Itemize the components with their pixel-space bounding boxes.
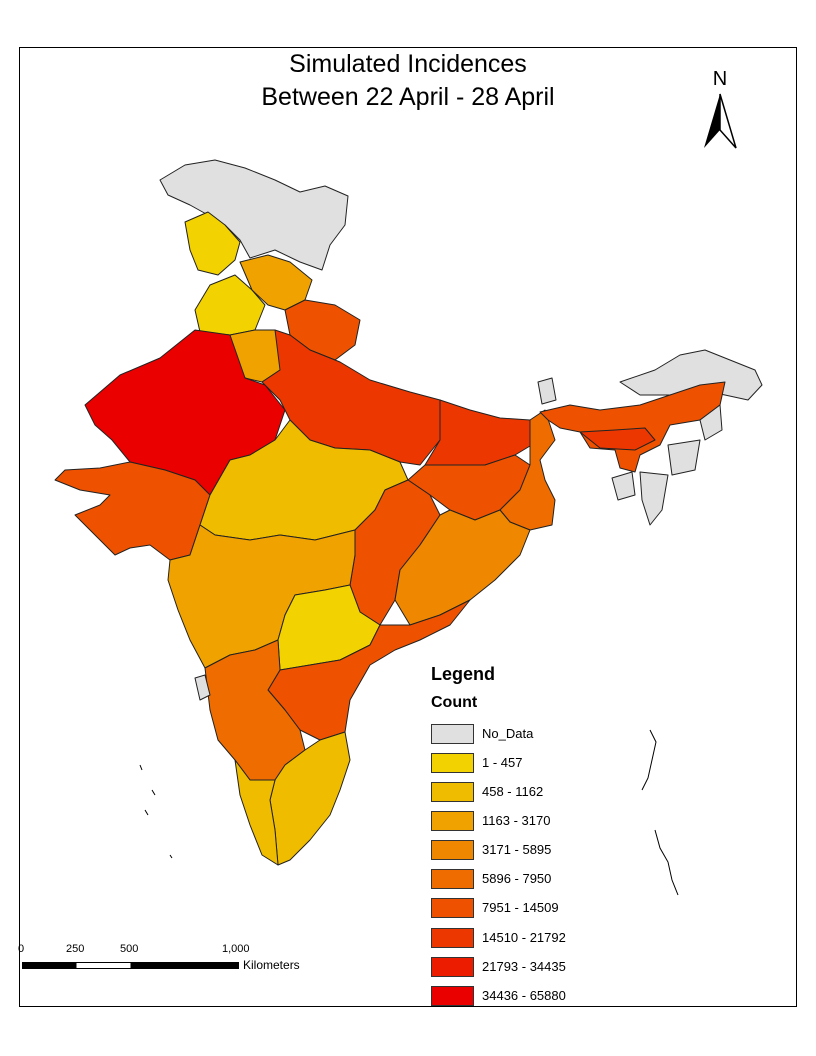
legend-label: No_Data (482, 726, 534, 741)
scale-unit: Kilometers (243, 958, 300, 972)
region-punjab (184, 211, 241, 276)
region-manipur (667, 439, 701, 476)
legend-label: 5896 - 7950 (482, 871, 552, 886)
map-title-line-2: Between 22 April - 28 April (261, 83, 555, 111)
region-kerala (234, 759, 279, 866)
legend-swatch (431, 782, 474, 802)
scale-tick-label: 500 (120, 943, 139, 955)
legend-label: 3171 - 5895 (482, 842, 552, 857)
legend-swatch (431, 957, 474, 977)
legend-label: 458 - 1162 (482, 784, 544, 799)
region-bihar (424, 399, 541, 466)
legend-subtitle: Count (431, 694, 478, 711)
lakshadweep-islands (139, 764, 173, 859)
scale-bar: 0 250 500 1,000 Kilometers (18, 943, 318, 983)
legend-swatch (431, 840, 474, 860)
legend-label: 21793 - 34435 (482, 959, 566, 974)
region-assam (539, 381, 726, 473)
region-west-bengal (499, 409, 556, 531)
legend-label: 7951 - 14509 (482, 900, 559, 915)
scale-tick-label: 250 (66, 943, 85, 955)
region-karnataka (204, 639, 306, 781)
region-tripura (611, 471, 636, 501)
legend-swatch (431, 811, 474, 831)
scale-tick-label: 1,000 (222, 943, 250, 955)
region-sikkim (537, 377, 557, 405)
legend-label: 34436 - 65880 (482, 988, 566, 1003)
region-meghalaya (579, 427, 656, 451)
legend-title: Legend (431, 664, 496, 684)
north-arrow: N (698, 68, 742, 152)
region-jammu-kashmir (159, 159, 349, 271)
nicobar-islands (654, 829, 679, 896)
andaman-islands (641, 729, 657, 791)
legend-swatch (431, 869, 474, 889)
legend-swatch (431, 724, 474, 744)
region-mizoram (639, 471, 669, 526)
legend-label: 14510 - 21792 (482, 930, 566, 945)
legend-swatch (431, 928, 474, 948)
region-goa (194, 674, 211, 701)
map-title-line-1: Simulated Incidences (289, 50, 527, 78)
legend-label: 1163 - 3170 (482, 813, 551, 828)
legend-swatch (431, 753, 474, 773)
region-uttar-pradesh (261, 329, 466, 466)
legend-label: 1 - 457 (482, 755, 523, 770)
scale-tick-label: 0 (18, 943, 25, 955)
north-arrow-icon (704, 93, 737, 149)
legend-swatch (431, 898, 474, 918)
scale-bar-graphic (22, 962, 239, 969)
legend-swatch (431, 986, 474, 1006)
region-odisha (394, 509, 531, 626)
region-nagaland (699, 404, 723, 441)
north-arrow-label: N (712, 68, 728, 90)
